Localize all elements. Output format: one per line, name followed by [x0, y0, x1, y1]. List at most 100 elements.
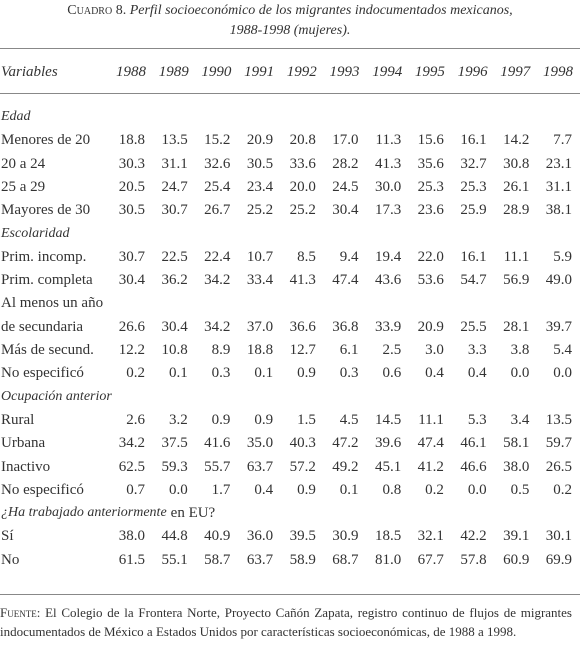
cell: 24.7	[161, 178, 188, 195]
cell: 30.5	[246, 155, 274, 172]
row-label: Rural	[1, 411, 35, 428]
cell: 39.1	[503, 528, 530, 545]
cell: 0.8	[382, 481, 402, 498]
cell: 46.6	[460, 458, 487, 475]
cell: 11.1	[503, 248, 530, 265]
column-header: 1992	[286, 64, 317, 80]
cell: 58.7	[204, 551, 231, 568]
cell: 39.7	[545, 318, 572, 335]
cell: 57.2	[289, 458, 316, 475]
title-line: 1988-1998 (mujeres).	[229, 23, 351, 38]
cell: 11.3	[375, 132, 402, 149]
cell: 30.9	[332, 528, 359, 545]
cell: 0.4	[467, 365, 487, 382]
cell: 28.2	[332, 155, 359, 172]
cell: 30.0	[374, 178, 402, 195]
column-header: 1993	[329, 64, 360, 80]
cell: 47.4	[417, 435, 444, 452]
cell: 13.5	[161, 132, 188, 149]
cell: 16.1	[460, 132, 487, 149]
cell: 0.2	[553, 481, 572, 498]
cell: 23.1	[545, 155, 572, 172]
cell: 14.2	[503, 132, 530, 149]
cell: 11.1	[418, 411, 444, 428]
cell: 35.6	[417, 155, 444, 172]
cell: 49.2	[332, 458, 359, 475]
cell: 32.6	[204, 155, 231, 172]
cell: 54.7	[460, 272, 487, 289]
cell: 13.5	[545, 411, 572, 428]
column-header: 1994	[372, 64, 403, 80]
cell: 46.1	[460, 435, 487, 452]
cell: 33.4	[246, 272, 274, 289]
column-header: 1991	[244, 64, 275, 80]
cell: 60.9	[503, 551, 530, 568]
cell: 0.1	[168, 365, 188, 382]
row-label: No especificó	[1, 481, 84, 498]
cell: 44.8	[161, 528, 188, 545]
cell: 39.6	[374, 435, 402, 452]
cell: 30.1	[545, 528, 572, 545]
cell: 2.6	[126, 411, 145, 428]
cell: 31.1	[545, 178, 572, 195]
cell: 22.0	[417, 248, 444, 265]
cell: 31.1	[161, 155, 188, 172]
row-label: Al menos un año	[1, 295, 104, 312]
title: Cuadro 8. Perfil socioeconómico de los m…	[0, 2, 580, 20]
cell: 3.2	[168, 411, 188, 428]
cell: 9.4	[339, 248, 359, 265]
cell: 2.5	[382, 342, 402, 358]
cell: 40.3	[289, 435, 316, 452]
cell: 35.0	[246, 435, 274, 452]
row-label: de secundaria	[1, 318, 84, 335]
column-header: 1988	[116, 64, 146, 80]
rule	[0, 48, 580, 49]
cell: 47.4	[332, 272, 359, 289]
cell: 25.4	[204, 178, 231, 195]
section-label: en EU?	[170, 505, 216, 522]
cell: 0.9	[297, 481, 316, 498]
cell: 55.1	[161, 551, 188, 568]
cell: 25.5	[460, 318, 487, 335]
cell: 0.7	[126, 481, 145, 498]
cell: 36.0	[246, 528, 274, 545]
cell: 57.8	[460, 551, 487, 568]
cell: 30.5	[118, 202, 145, 219]
cell: 3.0	[425, 342, 444, 358]
cell: 17.3	[374, 202, 402, 219]
cell: 41.3	[374, 155, 402, 172]
cell: 0.2	[425, 481, 444, 498]
cell: 0.4	[254, 481, 274, 498]
cell: 30.4	[332, 202, 359, 219]
cell: 0.3	[211, 365, 231, 382]
table-label: Cuadro 8.	[67, 3, 127, 18]
row-label: Prim. completa	[1, 272, 93, 289]
cell: 67.7	[417, 551, 444, 568]
cell: 37.0	[246, 318, 274, 335]
cell: 14.5	[374, 411, 402, 428]
cell: 26.6	[118, 318, 145, 335]
cell: 0.9	[211, 411, 231, 428]
cell: 26.1	[503, 178, 530, 195]
column-header: 1996	[457, 64, 488, 80]
cell: 45.1	[374, 458, 402, 475]
cell: 3.4	[510, 411, 530, 428]
cell: 36.6	[289, 318, 316, 335]
column-header: 1997	[500, 64, 531, 80]
cell: 0.4	[425, 365, 444, 382]
cell: 36.8	[332, 318, 359, 335]
cell: 0.1	[254, 365, 274, 382]
cell: 18.5	[374, 528, 402, 545]
cell: 10.7	[246, 248, 274, 265]
cell: 6.1	[339, 342, 359, 358]
section-label: Ocupación anterior	[1, 388, 112, 404]
row-label: Mayores de 30	[1, 202, 91, 219]
cell: 15.6	[417, 132, 444, 149]
footnote-label: Fuente:	[0, 605, 41, 620]
section-label: Edad	[1, 109, 31, 124]
cell: 33.6	[289, 155, 316, 172]
cell: 20.0	[289, 178, 316, 195]
cell: 63.7	[246, 458, 274, 475]
cell: 0.0	[510, 365, 530, 382]
row-label: Prim. incomp.	[1, 248, 87, 265]
